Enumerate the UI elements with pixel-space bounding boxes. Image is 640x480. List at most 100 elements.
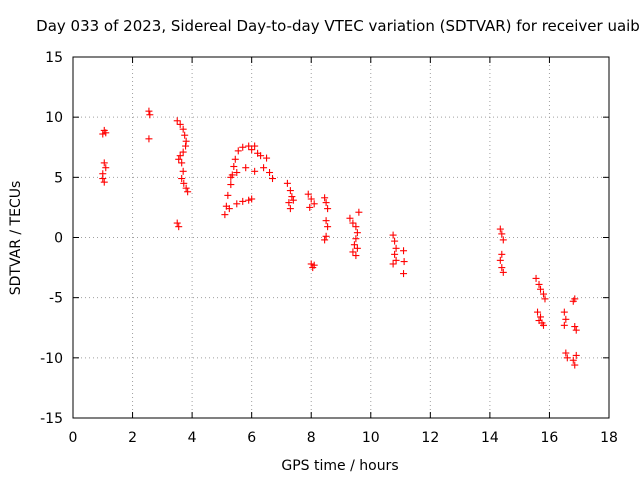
data-point: [496, 225, 504, 233]
data-point: [181, 131, 189, 139]
data-point: [269, 175, 277, 183]
data-point: [353, 244, 361, 252]
data-point: [324, 223, 332, 231]
data-point: [532, 274, 540, 282]
data-point: [182, 184, 190, 192]
data-point: [289, 196, 297, 204]
data-point: [535, 317, 543, 325]
data-point: [349, 219, 357, 227]
y-tick-label: 15: [45, 50, 63, 66]
data-point: [245, 196, 253, 204]
data-point: [286, 205, 294, 213]
data-point: [321, 194, 329, 202]
data-point: [539, 321, 547, 329]
x-tick-label: 10: [362, 430, 380, 446]
data-point: [248, 146, 256, 154]
data-point: [496, 256, 504, 264]
data-point: [563, 354, 571, 362]
data-point: [176, 120, 184, 128]
data-point: [389, 231, 397, 239]
data-point: [322, 232, 330, 240]
y-tick-label: -15: [40, 411, 63, 427]
data-point: [179, 125, 187, 133]
data-point: [346, 214, 354, 222]
data-point: [285, 199, 293, 207]
data-point: [321, 236, 329, 244]
data-point: [391, 237, 399, 245]
data-point: [145, 107, 153, 115]
data-point: [251, 142, 259, 150]
data-point: [307, 195, 315, 203]
data-point: [254, 149, 262, 157]
data-point: [304, 190, 312, 198]
x-tick-label: 12: [421, 430, 439, 446]
data-point: [389, 260, 397, 268]
data-point: [227, 173, 235, 181]
data-point: [572, 326, 580, 334]
data-point: [178, 175, 186, 183]
data-point: [102, 129, 110, 137]
data-point: [569, 356, 577, 364]
x-tick-label: 2: [128, 430, 137, 446]
data-point: [572, 351, 580, 359]
data-point: [173, 219, 181, 227]
data-point: [353, 229, 361, 237]
data-point: [100, 159, 108, 167]
data-point: [541, 295, 549, 303]
data-point: [535, 280, 543, 288]
data-point: [221, 211, 229, 219]
data-point: [283, 179, 291, 187]
data-point: [322, 217, 330, 225]
data-point: [182, 142, 190, 150]
data-point: [499, 236, 507, 244]
data-point: [391, 250, 399, 258]
data-point: [173, 117, 181, 125]
data-point: [99, 175, 107, 183]
data-point: [310, 200, 318, 208]
data-point: [560, 321, 568, 329]
data-point: [355, 208, 363, 216]
data-point: [175, 223, 183, 231]
x-tick-label: 0: [69, 430, 78, 446]
data-point: [99, 130, 107, 138]
data-point: [251, 167, 259, 175]
data-point: [537, 313, 545, 321]
data-point: [571, 361, 579, 369]
data-point: [539, 290, 547, 298]
data-point: [498, 264, 506, 272]
data-point: [562, 315, 570, 323]
data-point: [322, 199, 330, 207]
data-point: [234, 147, 242, 155]
x-tick-label: 8: [307, 430, 316, 446]
data-point: [350, 241, 358, 249]
data-point: [349, 248, 357, 256]
data-point: [400, 247, 408, 255]
data-point: [266, 169, 274, 177]
x-tick-label: 4: [188, 430, 197, 446]
data-point: [225, 205, 233, 213]
data-point: [537, 285, 545, 293]
data-point: [179, 167, 187, 175]
data-point: [306, 203, 314, 211]
data-point: [242, 164, 250, 172]
data-point: [178, 159, 186, 167]
y-tick-label: -10: [40, 351, 63, 367]
x-axis: 0 2 4 6 8 10 12 14 16 18: [69, 57, 618, 446]
data-point: [534, 308, 542, 316]
data-point: [184, 188, 192, 196]
data-point: [233, 200, 241, 208]
data-point: [288, 193, 296, 201]
data-point: [571, 295, 579, 303]
data-point: [176, 152, 184, 160]
data-point: [102, 164, 110, 172]
data-point: [146, 111, 154, 119]
x-tick-label: 16: [541, 430, 559, 446]
data-point: [392, 256, 400, 264]
data-point: [100, 178, 108, 186]
y-tick-label: 10: [45, 110, 63, 126]
data-point: [182, 137, 190, 145]
data-point: [263, 154, 271, 162]
y-tick-label: 0: [54, 231, 63, 247]
data-point: [239, 197, 247, 205]
